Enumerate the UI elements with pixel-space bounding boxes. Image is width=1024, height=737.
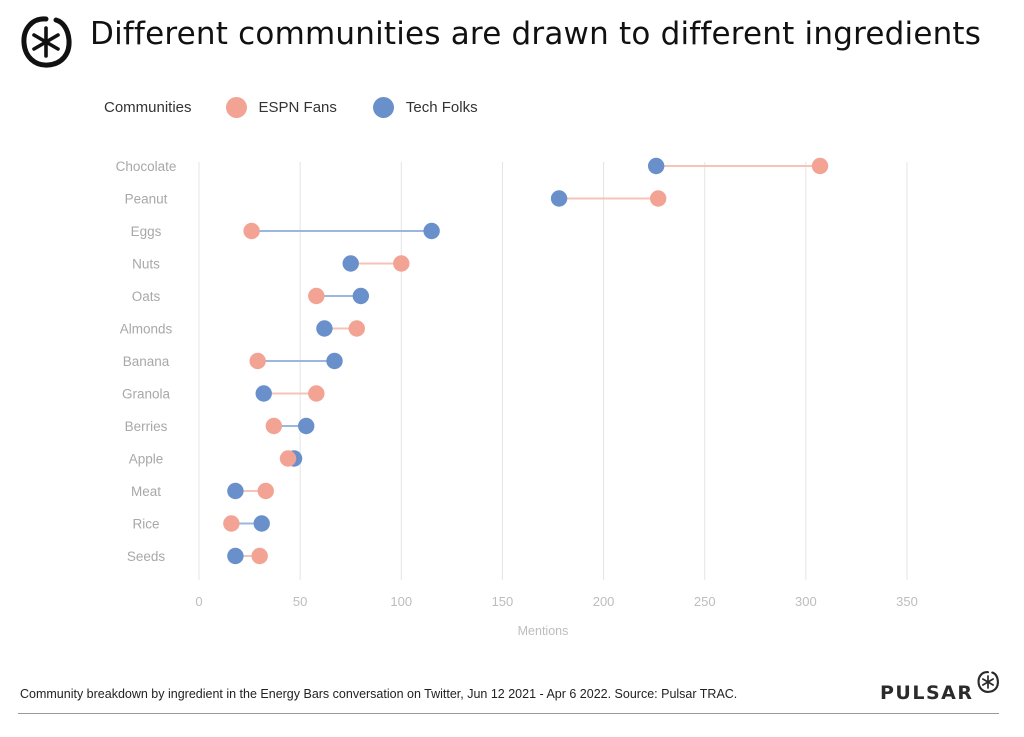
x-axis-title: Mentions [518,624,569,638]
category-label: Seeds [127,549,166,564]
dot-tech-folks-granola[interactable] [255,385,272,402]
legend-item-tech-folks[interactable]: Tech Folks [372,96,478,118]
legend-swatch-tech-folks [372,96,394,118]
dot-espn-fans-rice[interactable] [223,515,240,532]
category-label: Nuts [132,257,160,272]
dot-espn-fans-banana[interactable] [249,352,266,370]
dot-espn-fans-oats[interactable] [308,287,325,305]
pulsar-brand-icon [977,671,999,693]
dot-espn-fans-berries[interactable] [265,417,283,435]
dot-espn-fans-meat[interactable] [257,482,274,500]
legend-swatch-espn-fans [225,96,247,118]
dot-espn-fans-apple[interactable] [279,450,297,467]
x-tick-label: 50 [293,594,307,609]
category-label: Rice [132,517,159,532]
dot-tech-folks-banana[interactable] [326,352,343,370]
dot-espn-fans-peanut[interactable] [649,190,667,207]
brand-name: PULSAR [880,682,974,704]
gridlines [198,162,908,580]
legend-label-espn-fans: ESPN Fans [258,98,337,116]
category-labels: Chocolate Peanut Eggs Nuts Oats Almonds Banana… [116,159,177,564]
dot-tech-folks-seeds[interactable] [227,547,244,565]
category-label: Granola [122,387,171,402]
dumbbell-chart: Chocolate Peanut Eggs Nuts Oats Almonds Banana… [116,157,918,638]
dot-tech-folks-berries[interactable] [298,417,315,435]
category-label: Peanut [125,192,168,207]
dot-espn-fans-nuts[interactable] [393,255,410,272]
pulsar-logo-icon [21,16,72,68]
category-label: Oats [132,289,161,304]
dot-tech-folks-almonds[interactable] [316,320,333,337]
x-tick-label: 0 [195,594,202,609]
category-label: Eggs [131,224,162,239]
dot-espn-fans-granola[interactable] [308,385,325,402]
x-tick-label: 150 [492,594,514,609]
category-label: Chocolate [116,159,177,174]
legend-item-espn-fans[interactable]: ESPN Fans [225,96,337,118]
dot-tech-folks-oats[interactable] [352,287,370,305]
footer-note: Community breakdown by ingredient in the… [20,687,738,701]
dot-tech-folks-rice[interactable] [253,515,270,532]
x-tick-label: 100 [390,594,412,609]
x-tick-label: 350 [896,594,918,609]
x-tick-label: 250 [694,594,716,609]
category-label: Banana [123,354,170,369]
dot-espn-fans-eggs[interactable] [243,222,260,240]
dot-tech-folks-peanut[interactable] [550,190,568,207]
dot-espn-fans-seeds[interactable] [251,547,268,565]
x-tick-label: 200 [593,594,615,609]
dot-tech-folks-nuts[interactable] [342,255,359,272]
category-label: Berries [125,419,168,434]
chart-title: Different communities are drawn to diffe… [90,16,982,52]
footer-divider [18,713,999,714]
category-label: Apple [129,452,164,467]
dot-espn-fans-almonds[interactable] [348,320,365,337]
x-tick-labels: 0 50 100 150 200 250 300 350 [195,594,917,609]
legend-title: Communities [104,98,192,116]
chart-marks [223,157,829,565]
category-label: Meat [131,484,161,499]
x-tick-label: 300 [795,594,817,609]
dot-tech-folks-chocolate[interactable] [647,157,665,175]
legend: Communities ESPN Fans Tech Folks [104,94,514,120]
legend-label-tech-folks: Tech Folks [405,98,478,116]
dot-espn-fans-chocolate[interactable] [811,157,829,175]
category-label: Almonds [120,322,173,337]
dot-tech-folks-meat[interactable] [227,482,244,500]
dot-tech-folks-eggs[interactable] [423,222,440,240]
